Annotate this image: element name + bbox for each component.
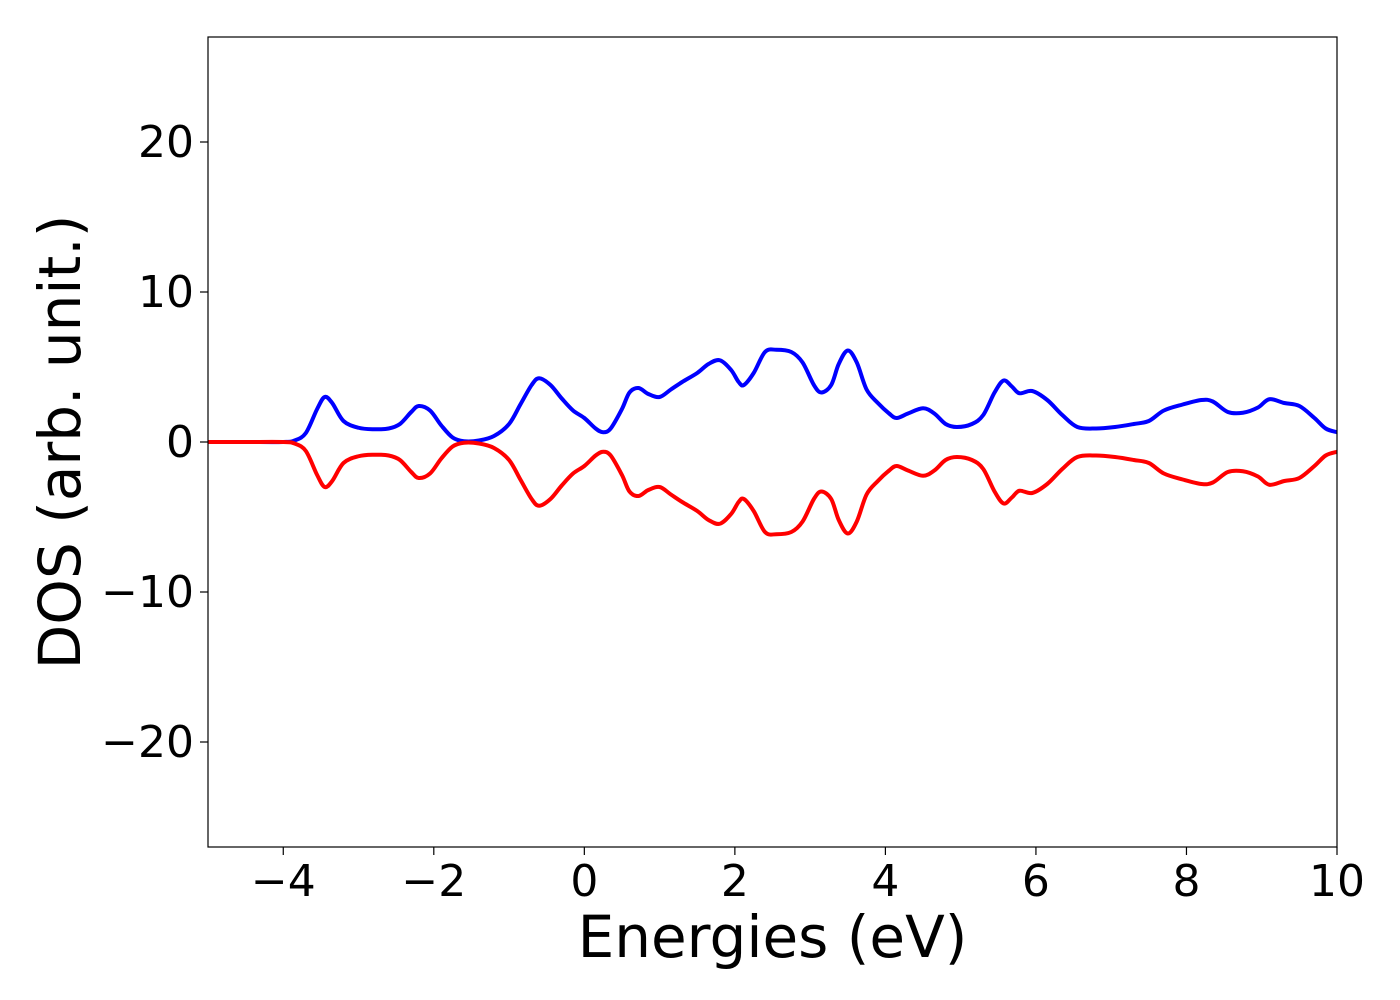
x-tick-label: 0 xyxy=(570,856,598,907)
x-tick-label: 4 xyxy=(871,856,899,907)
x-tick-label: 8 xyxy=(1172,856,1200,907)
x-tick-label: 6 xyxy=(1022,856,1050,907)
y-tick-label: 10 xyxy=(138,267,194,318)
y-axis: 20 10 0 −10 −20 xyxy=(101,117,208,768)
x-tick-label: 10 xyxy=(1309,856,1365,907)
x-tick-label: −2 xyxy=(401,856,466,907)
y-tick-label: 20 xyxy=(138,117,194,168)
x-axis: −4 −2 0 2 4 6 8 10 xyxy=(251,847,1365,907)
y-tick-label: 0 xyxy=(166,417,194,468)
y-axis-label: DOS (arb. unit.) xyxy=(26,215,94,670)
series-layer xyxy=(208,347,1337,537)
series-line-spin-up xyxy=(208,347,1337,445)
x-tick-label: −4 xyxy=(251,856,316,907)
x-axis-label: Energies (eV) xyxy=(578,903,968,971)
y-tick-label: −20 xyxy=(101,717,194,768)
x-tick-label: 2 xyxy=(721,856,749,907)
series-line-spin-down xyxy=(208,439,1337,537)
y-tick-label: −10 xyxy=(101,567,194,618)
